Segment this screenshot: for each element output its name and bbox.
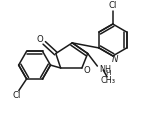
Text: N: N [112, 55, 118, 64]
Text: O: O [37, 35, 44, 44]
Text: CH₃: CH₃ [100, 76, 115, 85]
Text: Cl: Cl [13, 91, 21, 100]
Text: NH: NH [99, 65, 111, 74]
Text: O: O [83, 66, 90, 75]
Text: H: H [105, 70, 111, 76]
Text: Cl: Cl [109, 1, 117, 10]
